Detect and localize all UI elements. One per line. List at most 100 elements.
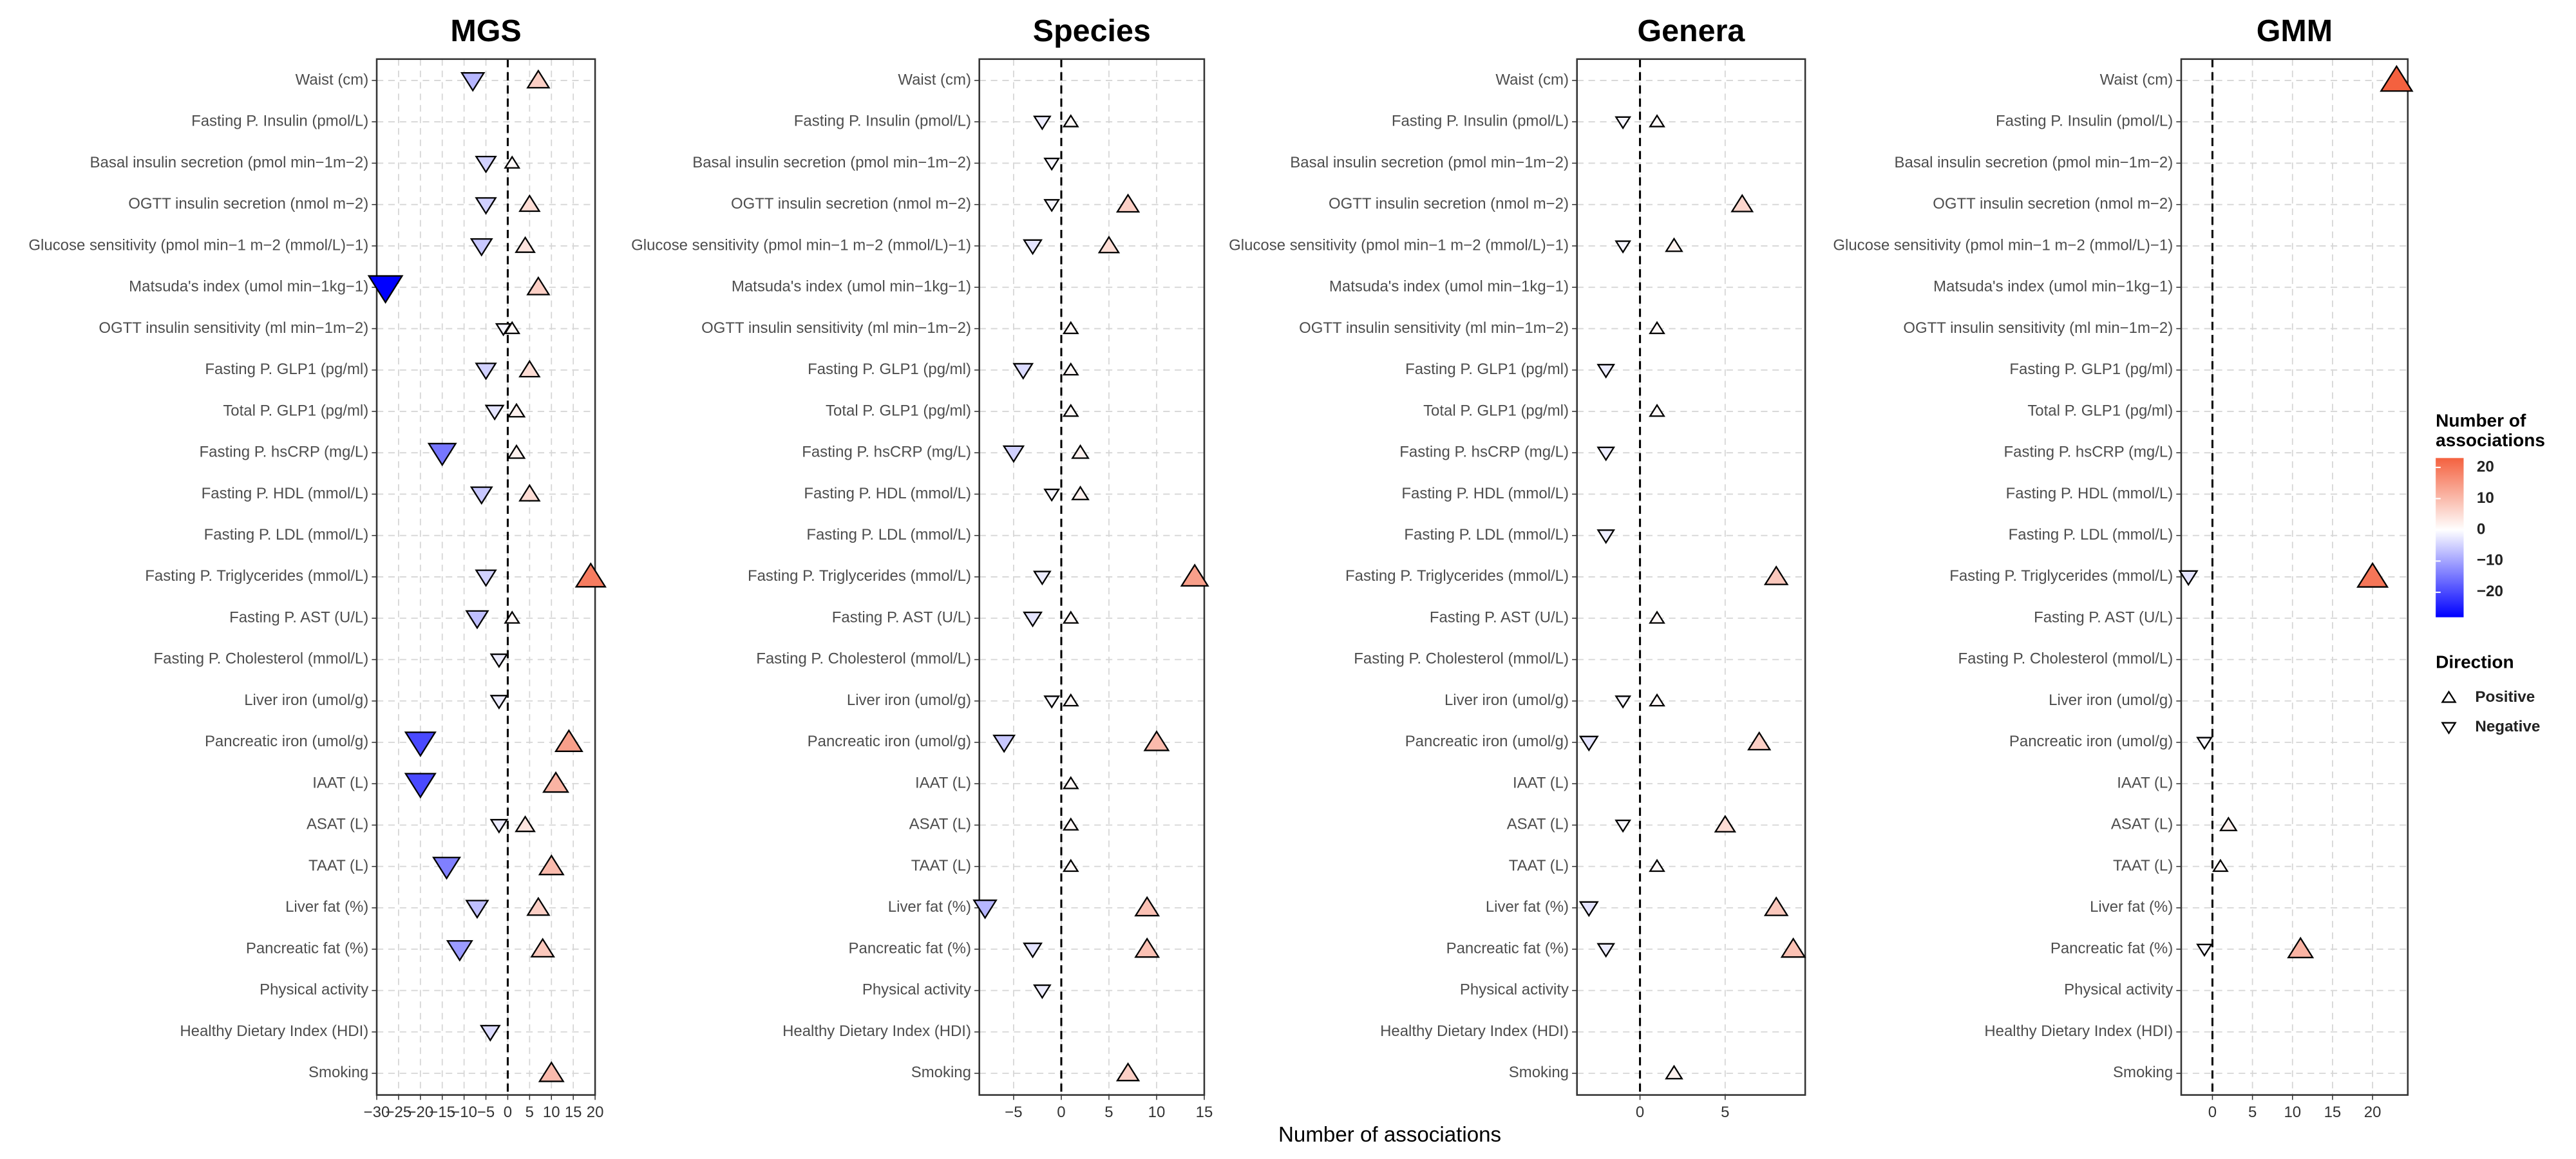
category-label: Fasting P. Cholesterol (mmol/L) — [1958, 650, 2174, 668]
triangle-marker — [2178, 570, 2199, 587]
category-label: Pancreatic iron (umol/g) — [205, 733, 368, 750]
category-label: Fasting P. hsCRP (mg/L) — [1399, 444, 1569, 461]
triangle-marker — [1615, 819, 1632, 833]
triangle-marker — [1062, 362, 1079, 376]
panel-border — [2180, 58, 2409, 1096]
category-label: Fasting P. LDL (mmol/L) — [2009, 526, 2174, 543]
triangle-marker — [1649, 858, 1665, 872]
category-label: Fasting P. Cholesterol (mmol/L) — [154, 650, 369, 668]
triangle-marker — [1023, 611, 1043, 628]
triangle-marker — [475, 197, 497, 215]
category-label: Matsuda's index (umol min−1kg−1) — [732, 278, 971, 296]
triangle-marker — [1578, 901, 1599, 918]
triangle-marker — [542, 771, 570, 793]
triangle-marker — [1615, 240, 1632, 254]
category-label: Fasting P. hsCRP (mg/L) — [200, 444, 369, 461]
triangle-marker — [1115, 1062, 1141, 1082]
x-tick-label: 5 — [1104, 1104, 1113, 1121]
triangle-marker — [1023, 942, 1043, 959]
triangle-marker — [1665, 1064, 1683, 1080]
category-label: IAAT (L) — [312, 774, 368, 791]
category-label: IAAT (L) — [2117, 774, 2173, 791]
x-tick-label: −10 — [451, 1104, 477, 1121]
panel-title: Species — [1033, 14, 1151, 48]
category-label: Fasting P. LDL (mmol/L) — [806, 526, 971, 543]
triangle-marker — [1062, 403, 1079, 417]
category-label: Pancreatic fat (%) — [2050, 939, 2173, 957]
category-label: TAAT (L) — [308, 857, 368, 874]
category-label: Basal insulin secretion (pmol min−1m−2) — [692, 154, 971, 171]
category-label: Fasting P. Insulin (pmol/L) — [1392, 113, 1569, 130]
category-label: Smoking — [1509, 1064, 1569, 1081]
triangle-marker — [1578, 735, 1599, 752]
category-label: Basal insulin secretion (pmol min−1m−2) — [90, 154, 369, 171]
triangle-marker — [2196, 737, 2213, 750]
triangle-marker — [432, 856, 461, 880]
triangle-marker — [2380, 64, 2414, 92]
triangle-marker — [518, 359, 541, 378]
category-label: Fasting P. AST (U/L) — [229, 608, 368, 626]
x-tick-label: −20 — [407, 1104, 433, 1121]
category-label: Pancreatic fat (%) — [849, 939, 971, 957]
category-label: Fasting P. Insulin (pmol/L) — [191, 113, 368, 130]
category-label: Total P. GLP1 (pg/ml) — [2027, 402, 2173, 419]
triangle-marker — [495, 323, 512, 337]
category-label: Liver fat (%) — [1486, 898, 1569, 916]
x-tick-label: 10 — [543, 1104, 560, 1121]
category-label: Smoking — [2113, 1064, 2173, 1081]
category-label: Healthy Dietary Index (HDI) — [1380, 1022, 1569, 1040]
color-tick-label: 20 — [2477, 458, 2494, 475]
category-label: OGTT insulin sensitivity (ml min−1m−2) — [701, 319, 971, 337]
color-legend-title: Number of — [2436, 411, 2526, 431]
category-label: TAAT (L) — [1509, 857, 1569, 874]
category-label: Waist (cm) — [898, 71, 971, 88]
triangle-marker — [518, 194, 541, 212]
x-tick-label: 0 — [1057, 1104, 1065, 1121]
triangle-marker — [469, 238, 493, 257]
triangle-marker — [489, 653, 509, 668]
triangle-marker — [1665, 237, 1683, 252]
triangle-marker — [1730, 194, 1754, 212]
x-tick-label: 5 — [2248, 1104, 2257, 1121]
triangle-marker — [1763, 896, 1789, 916]
category-label: ASAT (L) — [909, 816, 971, 833]
category-label: Liver iron (umol/g) — [1444, 692, 1569, 709]
category-label: Pancreatic iron (umol/g) — [1405, 733, 1569, 750]
category-label: OGTT insulin sensitivity (ml min−1m−2) — [1299, 319, 1569, 337]
category-label: Fasting P. Triglycerides (mmol/L) — [145, 567, 368, 585]
triangle-marker — [504, 155, 521, 169]
triangle-marker — [2219, 816, 2238, 831]
category-label: Physical activity — [260, 981, 368, 999]
category-label: Fasting P. AST (U/L) — [1430, 608, 1569, 626]
category-label: Liver iron (umol/g) — [244, 692, 368, 709]
triangle-marker — [1649, 403, 1665, 417]
category-label: Fasting P. Triglycerides (mmol/L) — [1345, 567, 1569, 585]
category-label: ASAT (L) — [2111, 816, 2173, 833]
category-label: Fasting P. GLP1 (pg/ml) — [1405, 361, 1569, 378]
triangle-marker — [1023, 239, 1043, 256]
color-legend-title: associations — [2436, 430, 2545, 450]
category-label: OGTT insulin secretion (nmol m−2) — [1329, 195, 1569, 212]
triangle-marker — [574, 562, 607, 588]
triangle-marker — [475, 569, 497, 587]
category-label: Liver iron (umol/g) — [2049, 692, 2173, 709]
color-tick-label: −20 — [2477, 583, 2503, 600]
triangle-marker — [526, 276, 551, 296]
category-label: Fasting P. AST (U/L) — [832, 608, 971, 626]
triangle-marker — [504, 610, 521, 624]
category-label: Fasting P. AST (U/L) — [2034, 608, 2173, 626]
triangle-marker — [1115, 193, 1141, 213]
x-tick-label: 0 — [504, 1104, 512, 1121]
category-label: Smoking — [911, 1064, 971, 1081]
category-label: Pancreatic fat (%) — [1446, 939, 1569, 957]
triangle-marker — [484, 404, 505, 421]
x-tick-label: −5 — [1005, 1104, 1022, 1121]
category-label: Fasting P. HDL (mmol/L) — [2006, 485, 2174, 502]
category-label: Liver fat (%) — [888, 898, 971, 916]
category-label: Fasting P. Insulin (pmol/L) — [1996, 113, 2173, 130]
triangle-marker — [526, 69, 551, 89]
triangle-marker — [1062, 114, 1079, 127]
triangle-marker — [1763, 565, 1789, 585]
triangle-marker — [1596, 943, 1616, 958]
